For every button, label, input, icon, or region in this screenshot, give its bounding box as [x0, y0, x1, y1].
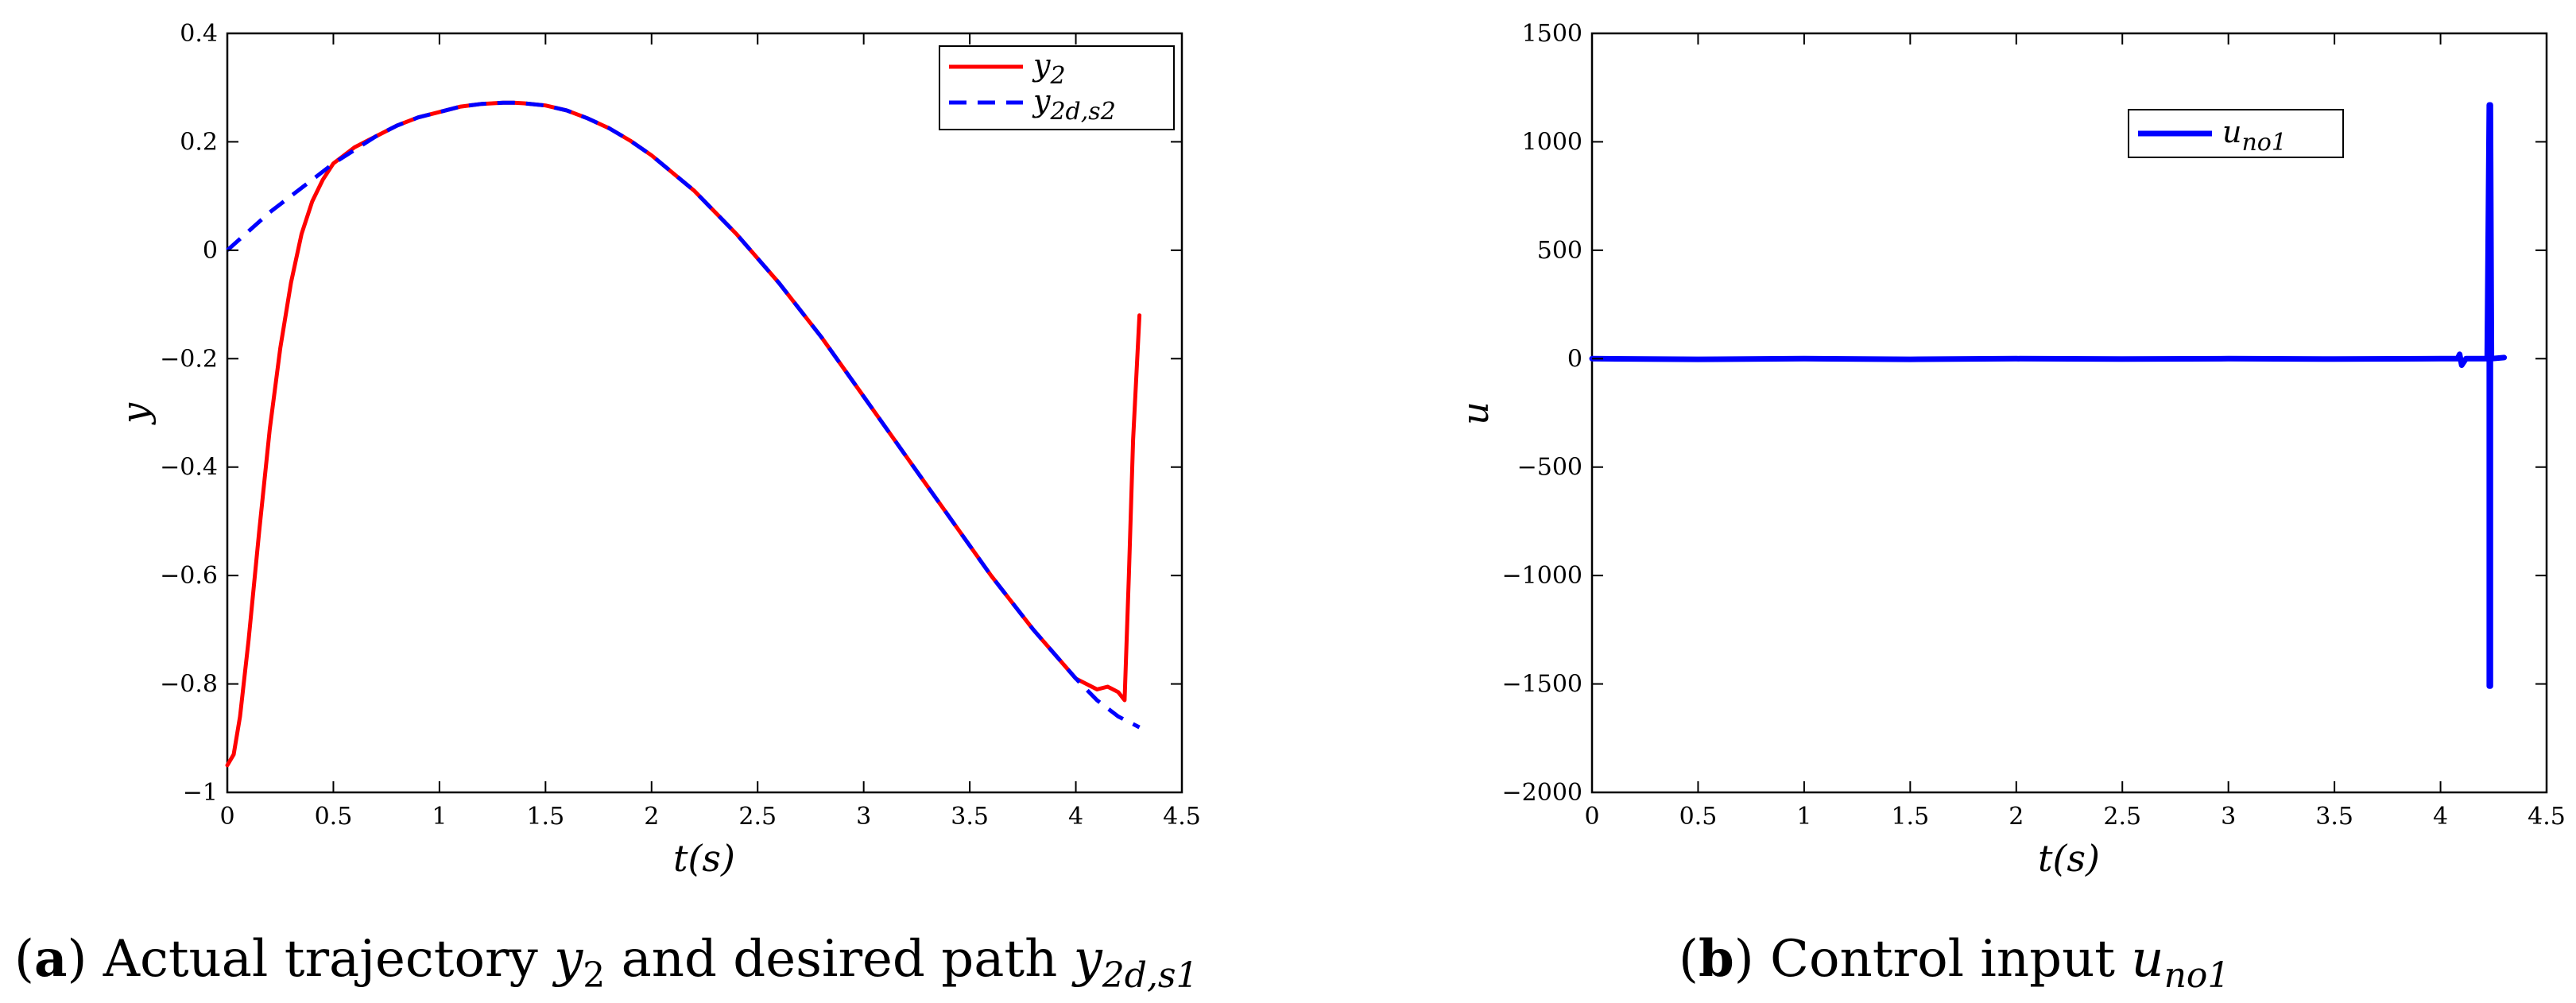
- caption-b-label: b: [1699, 929, 1734, 989]
- chart-b-y-tick-label: −1000: [1502, 562, 1582, 590]
- caption-a-symbol-1: y: [552, 930, 583, 989]
- chart-a-x-tick-label: 3: [856, 803, 871, 831]
- chart-a-x-tick-label: 2.5: [738, 803, 777, 831]
- chart-b-series-line-1: [1589, 102, 2508, 689]
- chart-a-y-tick-label: −0.8: [160, 671, 218, 699]
- chart-b-x-tick-label: 0.5: [1679, 803, 1718, 831]
- chart-a-legend-label-1: y2: [1032, 48, 1066, 90]
- caption-a-subscript-1: 2: [583, 955, 605, 996]
- chart-a-series-group: [225, 100, 1142, 768]
- chart-b-y-tick-label: 1000: [1522, 128, 1582, 156]
- chart-a-y-tick-label: 0.2: [180, 128, 218, 156]
- chart-b-x-tick-label: 3.5: [2315, 803, 2353, 831]
- chart-a-y-tick-label: 0.4: [180, 20, 218, 48]
- chart-a-x-tick-label: 0.5: [315, 803, 353, 831]
- chart-a-x-tick-label: 1.5: [526, 803, 564, 831]
- chart-a-y-tick-label: 0: [203, 237, 218, 265]
- caption-a-subscript-2: 2d,s1: [1102, 955, 1199, 996]
- chart-a-ticks-group: 0 0.5 1 1.5 2 2.5 3 3.5 4 4.5 −1 −0.8 −0.6 −0.4 −0.2 0 0…: [160, 20, 1201, 831]
- chart-b-x-tick-label: 3: [2221, 803, 2236, 831]
- chart-a-x-tick-label: 4.5: [1163, 803, 1201, 831]
- chart-b-x-tick-label: 1: [1796, 803, 1811, 831]
- chart-b-y-tick-label: 0: [1567, 345, 1582, 373]
- chart-b-series-group: [1589, 102, 2508, 689]
- chart-a-y-tick-label: −0.2: [160, 345, 218, 373]
- caption-a: (a) Actual trajectory y2 and desired pat…: [14, 929, 1199, 996]
- chart-a: 0 0.5 1 1.5 2 2.5 3 3.5 4 4.5 −1 −0.8 −0.6 −0.4 −0.2 0 0…: [114, 20, 1201, 880]
- chart-a-series-line-2: [226, 100, 1141, 730]
- caption-a-text: Actual trajectory: [103, 930, 554, 989]
- chart-a-plot-frame: [226, 32, 1183, 794]
- chart-b-y-tick-label: 1500: [1522, 20, 1582, 48]
- chart-b-y-tick-label: 500: [1537, 237, 1582, 265]
- chart-b-y-tick-label: −500: [1517, 454, 1582, 482]
- caption-b-text: Control input: [1770, 930, 2131, 989]
- caption-a-mid-text: and desired path: [605, 930, 1073, 989]
- chart-b-ticks-group: 0 0.5 1 1.5 2 2.5 3 3.5 4 4.5 −2000 −1500 −1000 −500 0…: [1502, 20, 2566, 831]
- chart-a-y-axis-label: y: [114, 402, 157, 425]
- chart-b-plot-frame: [1590, 32, 2548, 794]
- chart-a-x-tick-label: 4: [1068, 803, 1083, 831]
- chart-a-series-line-1: [225, 100, 1142, 768]
- caption-a-label: a: [34, 929, 67, 989]
- caption-b-subscript: no1: [2164, 955, 2230, 996]
- chart-a-y-tick-label: −0.4: [160, 454, 218, 482]
- chart-b-legend-label-1: uno1: [2222, 114, 2287, 157]
- caption-a-symbol-2: y: [1071, 930, 1103, 989]
- chart-a-x-axis-label: t(s): [673, 837, 735, 880]
- chart-b-x-tick-label: 0: [1584, 803, 1599, 831]
- chart-b-y-tick-label: −2000: [1502, 779, 1582, 807]
- chart-b-y-tick-label: −1500: [1502, 671, 1582, 699]
- chart-b-x-tick-label: 4: [2433, 803, 2448, 831]
- caption-b: (b) Control input uno1: [1679, 929, 2229, 996]
- chart-b-x-tick-label: 2: [2009, 803, 2024, 831]
- chart-a-legend-label-2: y2d,s2: [1032, 83, 1116, 126]
- caption-b-symbol: u: [2131, 930, 2163, 989]
- chart-b: 0 0.5 1 1.5 2 2.5 3 3.5 4 4.5 −2000 −1500 −1000 −500 0…: [1454, 20, 2566, 880]
- chart-a-x-tick-label: 3.5: [951, 803, 989, 831]
- chart-a-x-tick-label: 1: [432, 803, 447, 831]
- chart-a-x-tick-label: 0: [219, 803, 234, 831]
- chart-b-x-axis-label: t(s): [2038, 837, 2100, 880]
- chart-b-y-axis-label: u: [1454, 401, 1497, 425]
- chart-b-legend: uno1: [2128, 109, 2344, 158]
- chart-b-x-tick-label: 2.5: [2103, 803, 2141, 831]
- chart-b-x-tick-label: 4.5: [2528, 803, 2566, 831]
- chart-a-y-tick-label: −0.6: [160, 562, 218, 590]
- chart-b-x-tick-label: 1.5: [1891, 803, 1929, 831]
- chart-a-x-tick-label: 2: [644, 803, 659, 831]
- chart-a-y-tick-label: −1: [183, 779, 218, 807]
- chart-a-legend-box: [939, 45, 1175, 130]
